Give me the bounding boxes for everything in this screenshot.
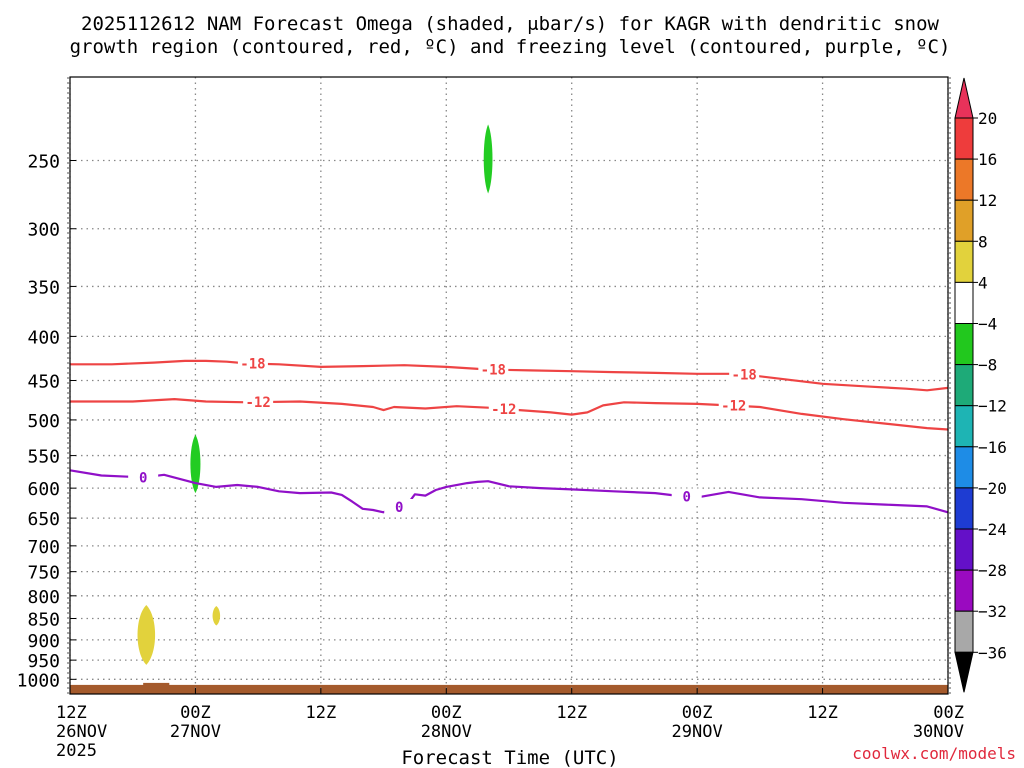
y-tick-label-700: 700 <box>27 537 60 558</box>
y-tick-label-250: 250 <box>27 152 60 173</box>
freezing_level-label-1: 0 <box>395 500 403 516</box>
dgz_minus12-label-bg-0 <box>243 394 274 411</box>
freezing_level-label-0: 0 <box>139 470 147 486</box>
y-tick-label-850: 850 <box>27 610 60 631</box>
x-tick-label-3: 00Z <box>431 703 462 723</box>
colorbar-label-2: 12 <box>978 191 997 210</box>
x-tick-label-2: 12Z <box>305 703 336 723</box>
freezing_level-label-bg-2 <box>671 488 702 505</box>
x-tick-label-4: 12Z <box>556 703 587 723</box>
omega-patch-0 <box>483 124 493 194</box>
freezing_level-label-bg-1 <box>384 499 415 516</box>
colorbar-segment-12 <box>954 569 974 612</box>
colorbar-label-9: −20 <box>978 479 1007 498</box>
colorbar-label-0: 20 <box>978 109 997 128</box>
colorbar-segment-2 <box>954 158 974 201</box>
site-credit: coolwx.com/models <box>852 744 1016 763</box>
colorbar-label-13: −36 <box>978 643 1007 662</box>
y-tick-label-500: 500 <box>27 411 60 432</box>
x-tick-date-7: 30NOV <box>913 722 964 742</box>
colorbar-label-11: −28 <box>978 561 1007 580</box>
colorbar-bottom-triangle <box>954 651 974 693</box>
colorbar-label-8: −16 <box>978 438 1007 457</box>
x-tick-date-3: 28NOV <box>421 722 472 742</box>
y-tick-label-650: 650 <box>27 509 60 530</box>
y-tick-label-450: 450 <box>27 371 60 392</box>
colorbar-label-7: −12 <box>978 397 1007 416</box>
dgz_minus18-contour <box>70 359 949 392</box>
dgz_minus12-label-bg-2 <box>718 397 749 414</box>
x-tick-label-5: 00Z <box>682 703 713 723</box>
colorbar-segment-5 <box>954 281 974 324</box>
colorbar-label-3: 8 <box>978 232 988 251</box>
colorbar-segment-4 <box>954 240 974 283</box>
colorbar-segment-11 <box>954 528 974 571</box>
dgz_minus18-label-bg-0 <box>237 355 268 372</box>
colorbar-segment-10 <box>954 487 974 530</box>
colorbar-segment-9 <box>954 446 974 489</box>
dgz_minus18-label-2: -18 <box>732 367 757 383</box>
freezing_level-label-bg-0 <box>128 469 159 486</box>
y-tick-label-550: 550 <box>27 447 60 468</box>
x-tick-year-0: 2025 <box>56 741 97 761</box>
colorbar-label-1: 16 <box>978 150 997 169</box>
y-tick-label-900: 900 <box>27 631 60 652</box>
y-tick-label-950: 950 <box>27 651 60 672</box>
y-tick-label-1000: 1000 <box>17 670 60 691</box>
y-tick-label-350: 350 <box>27 277 60 298</box>
plot-background <box>70 77 948 694</box>
chart-title-line2: growth region (contoured, red, ºC) and f… <box>70 36 951 58</box>
freezing_level-contour <box>69 469 949 514</box>
plot-border <box>69 76 949 695</box>
plot-area: -18 -18 -18 -12 -12 -12 0 0 0 <box>67 76 951 695</box>
x-tick-date-0: 26NOV <box>56 722 107 742</box>
colorbar-label-5: −4 <box>978 315 997 334</box>
colorbar-segment-8 <box>954 405 974 448</box>
x-axis-title: Forecast Time (UTC) <box>401 747 618 768</box>
dgz_minus18-label-bg-1 <box>478 361 509 378</box>
dgz_minus18-label-0: -18 <box>240 357 265 373</box>
dgz_minus12-label-0: -12 <box>245 395 270 411</box>
freezing_level-label-2: 0 <box>682 489 690 505</box>
dgz_minus12-label-2: -12 <box>721 399 746 415</box>
colorbar-segment-3 <box>954 199 974 242</box>
x-tick-label-1: 00Z <box>180 703 211 723</box>
chart-title-line1: 2025112612 NAM Forecast Omega (shaded, μ… <box>81 13 939 35</box>
colorbar-segment-7 <box>954 364 974 407</box>
colorbar: 20 16 12 8 4 −4 −8 −12 −16 −20 −24 −28 −32 −36 <box>954 77 1007 693</box>
omega-patch-3 <box>212 605 221 626</box>
colorbar-label-12: −32 <box>978 602 1007 621</box>
dgz_minus12-label-bg-1 <box>488 400 519 417</box>
colorbar-label-6: −8 <box>978 356 997 375</box>
y-tick-label-800: 800 <box>27 587 60 608</box>
colorbar-segment-6 <box>954 323 974 366</box>
ground-bump <box>143 682 170 686</box>
omega-patch-1 <box>190 434 201 494</box>
dgz_minus12-contour <box>70 398 949 431</box>
x-tick-date-1: 27NOV <box>170 722 221 742</box>
omega-patch-2 <box>137 605 156 665</box>
colorbar-segment-1 <box>954 117 974 160</box>
x-tick-label-7: 00Z <box>933 703 964 723</box>
dgz_minus18-label-1: -18 <box>481 363 506 379</box>
y-tick-label-300: 300 <box>27 220 60 241</box>
dgz_minus18-label-bg-2 <box>729 366 760 383</box>
y-tick-label-600: 600 <box>27 479 60 500</box>
x-tick-label-0: 12Z <box>56 703 87 723</box>
colorbar-top-triangle <box>954 77 974 119</box>
colorbar-segment-13 <box>954 610 974 653</box>
y-tick-label-400: 400 <box>27 327 60 348</box>
colorbar-label-4: 4 <box>978 273 988 292</box>
ground-strip <box>70 684 948 694</box>
y-tick-label-750: 750 <box>27 563 60 584</box>
y-axis: 2503003504004505005506006507007508008509… <box>17 152 76 691</box>
x-tick-date-5: 29NOV <box>672 722 723 742</box>
x-tick-label-6: 12Z <box>807 703 838 723</box>
dgz_minus12-label-1: -12 <box>491 402 516 418</box>
colorbar-label-10: −24 <box>978 520 1007 539</box>
